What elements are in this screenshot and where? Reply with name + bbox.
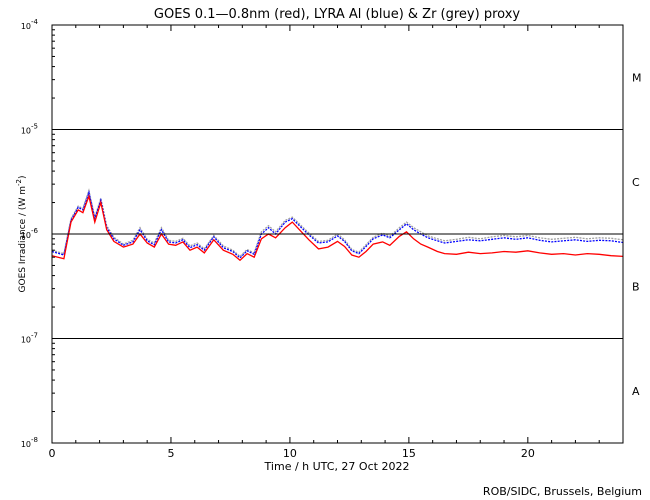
series-line-zr	[51, 188, 624, 258]
y-tick-exponent: -6	[31, 227, 39, 235]
y-tick-label: 10-7	[21, 332, 38, 345]
y-tick-exponent: -7	[31, 332, 38, 340]
y-tick-exponent: -5	[31, 123, 38, 131]
y-axis-label-exponent: -2	[15, 179, 23, 186]
y-tick-label: 10-8	[21, 436, 38, 449]
credit-text: ROB/SIDC, Brussels, Belgium	[483, 485, 642, 498]
flare-class-label: B	[632, 280, 640, 293]
flare-class-label: A	[632, 385, 640, 398]
series-line-goes-0-1-0-8nm	[51, 193, 624, 262]
chart-title: GOES 0.1—0.8nm (red), LYRA Al (blue) & Z…	[154, 7, 520, 22]
x-tick-label: 5	[167, 447, 174, 460]
x-tick-label: 15	[402, 447, 416, 460]
x-axis-ticks: 0 5 10 15 20	[49, 25, 624, 460]
x-axis-label: Time / h UTC, 27 Oct 2022	[264, 460, 410, 473]
y-tick-exponent: -4	[31, 18, 39, 26]
y-axis-label: GOES Irradiance / (W m-2)	[15, 176, 28, 293]
y-tick-label: 10-5	[21, 123, 38, 136]
y-axis-label-main: GOES Irradiance / (W m	[18, 186, 28, 292]
series-layer	[51, 188, 624, 262]
series-line-lyra-al	[51, 190, 624, 259]
y-tick-exponent: -8	[31, 436, 38, 444]
y-axis-label-close: )	[18, 176, 28, 180]
flare-class-lines	[52, 129, 623, 339]
x-tick-label: 20	[521, 447, 535, 460]
flare-class-label: C	[632, 176, 640, 189]
flare-class-label: M	[632, 71, 642, 84]
y-tick-label: 10-4	[21, 18, 39, 31]
flare-class-labels: A B C M	[632, 71, 642, 398]
x-tick-label: 0	[49, 447, 56, 460]
x-tick-label: 10	[283, 447, 297, 460]
